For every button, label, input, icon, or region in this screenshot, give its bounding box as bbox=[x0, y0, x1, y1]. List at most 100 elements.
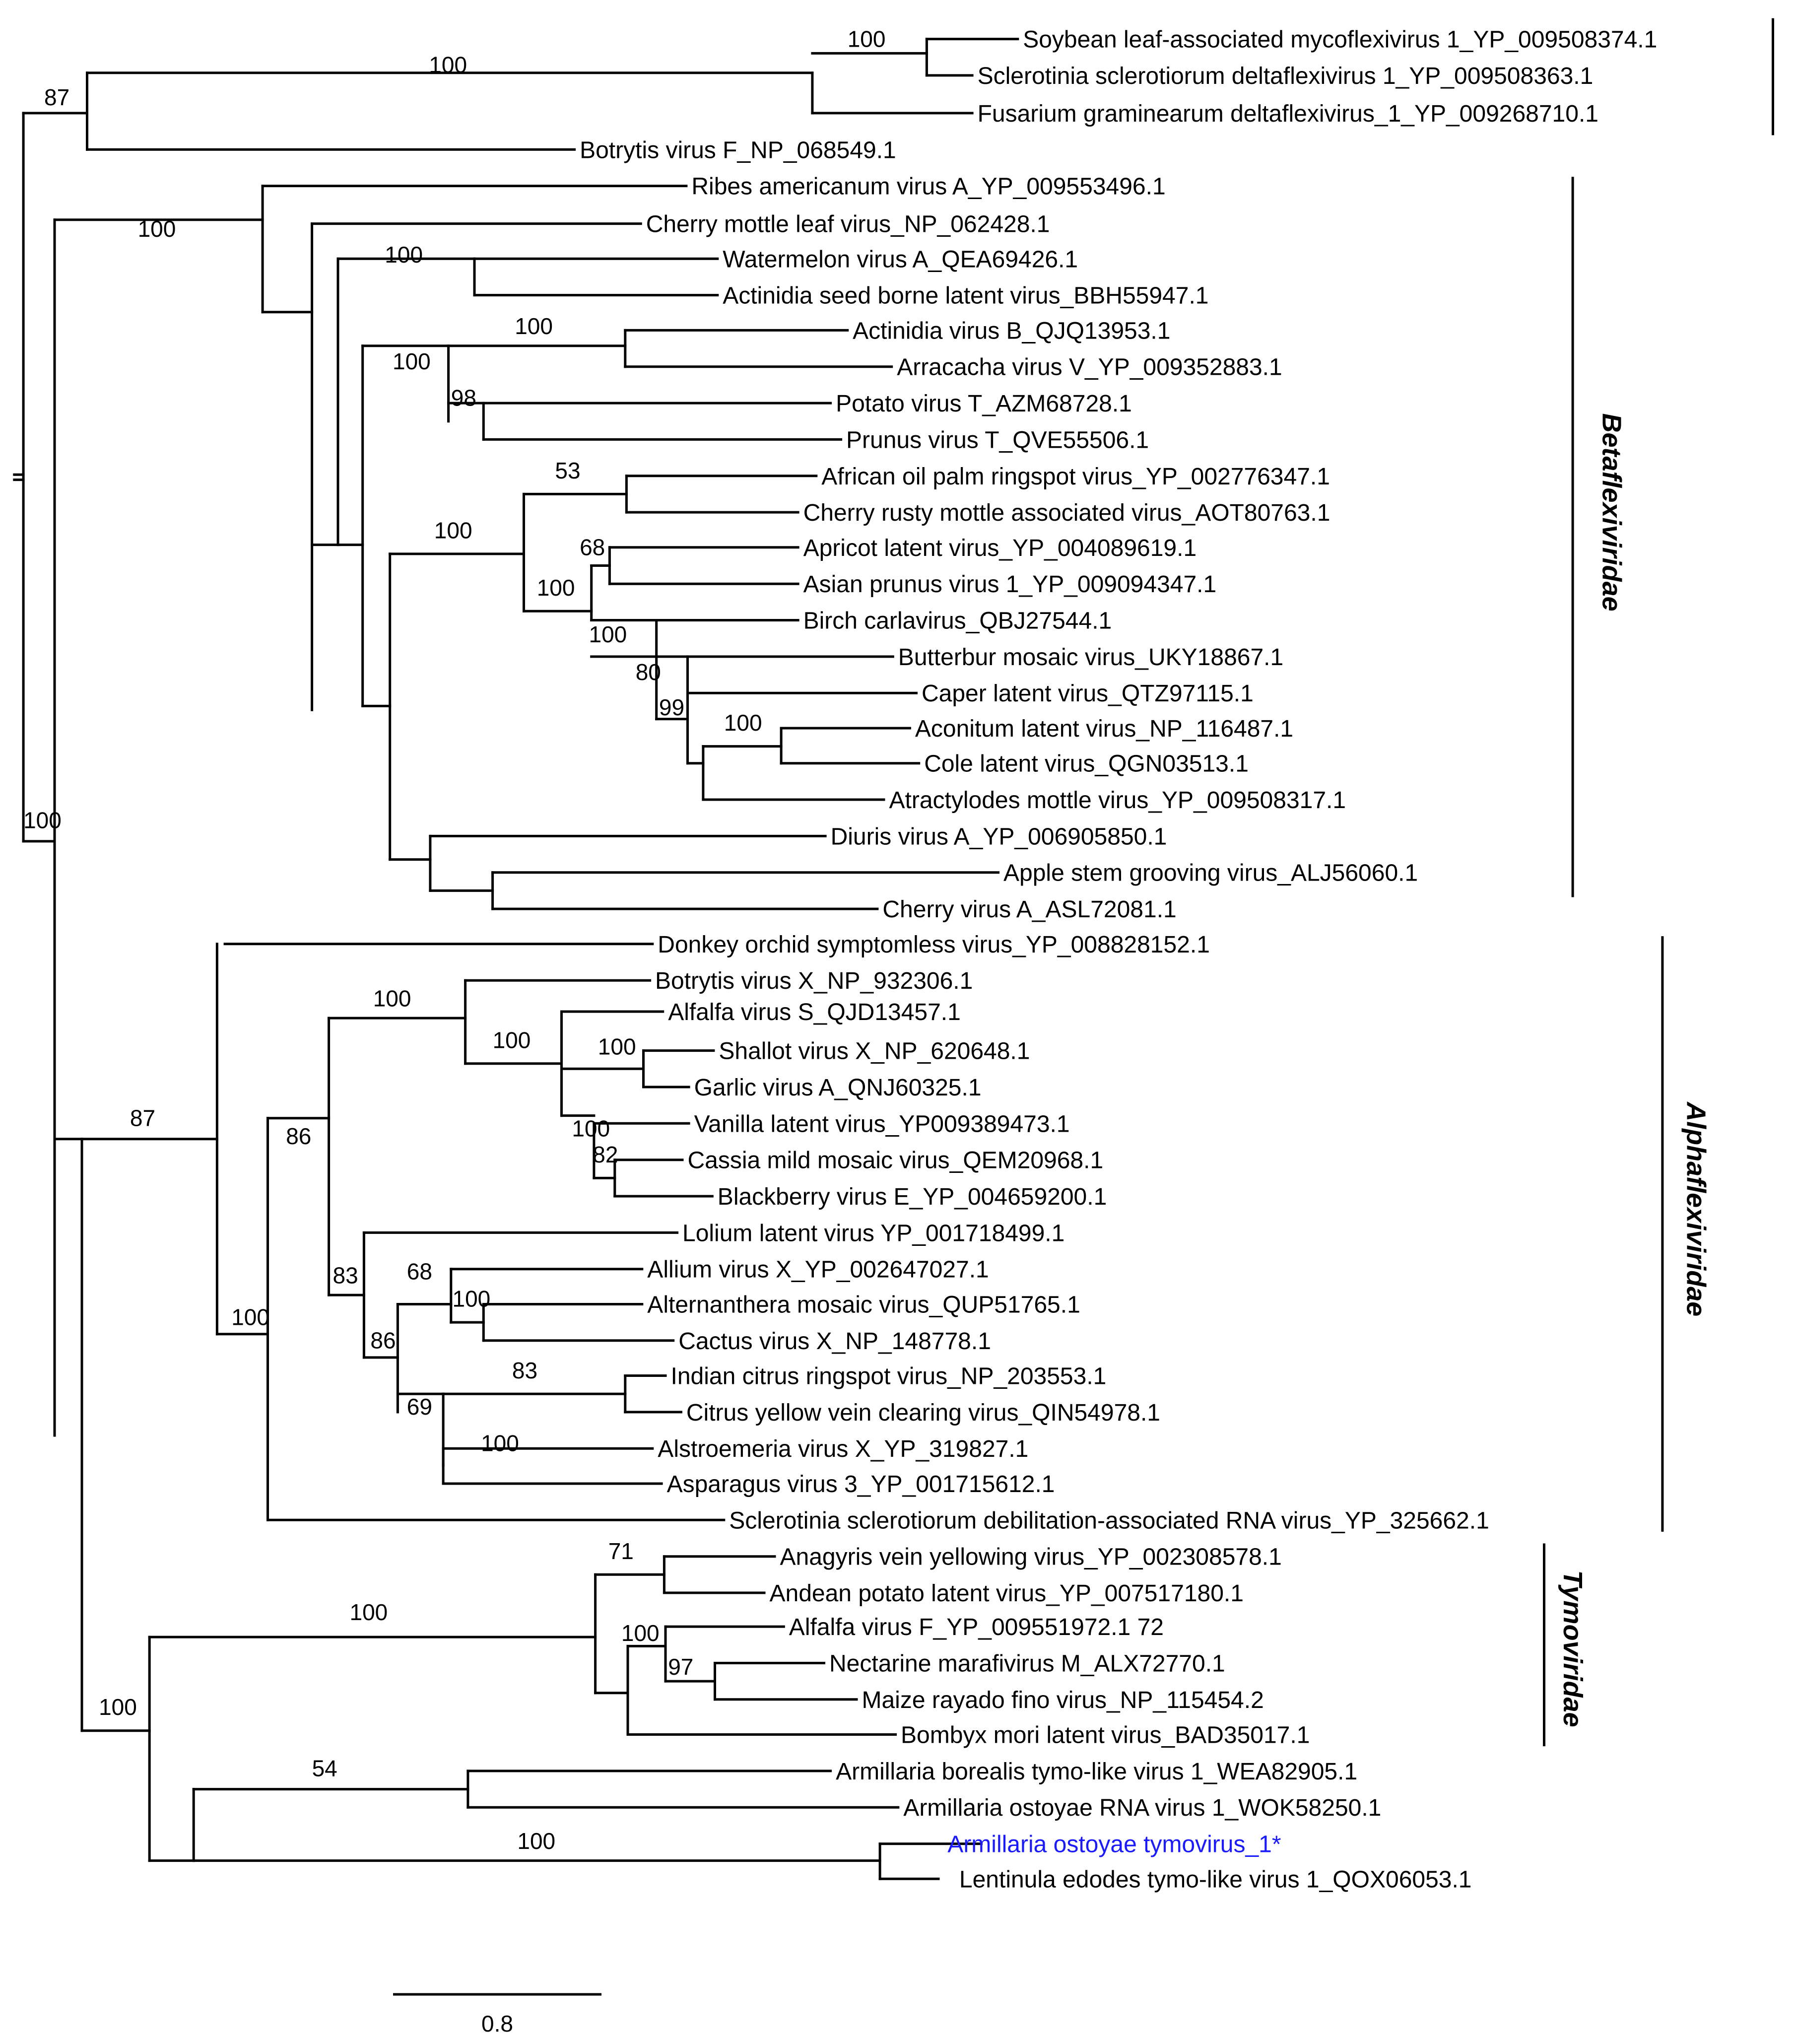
taxon-label-21: Cole latent virus_QGN03513.1 bbox=[924, 751, 1249, 777]
bootstrap-value-13: 100 bbox=[589, 621, 627, 647]
bootstrap-value-18: 87 bbox=[130, 1105, 155, 1131]
taxon-labels: Soybean leaf-associated mycoflexivirus 1… bbox=[580, 27, 1657, 1893]
bootstrap-value-24: 86 bbox=[286, 1123, 311, 1149]
taxon-label-38: Indian citrus ringspot virus_NP_203553.1 bbox=[671, 1363, 1107, 1390]
bootstrap-value-16: 99 bbox=[659, 694, 684, 720]
taxon-label-19: Caper latent virus_QTZ97115.1 bbox=[922, 681, 1254, 707]
taxon-label-48: Bombyx mori latent virus_BAD35017.1 bbox=[901, 1722, 1310, 1749]
bootstrap-value-38: 54 bbox=[312, 1755, 337, 1781]
taxon-label-46: Nectarine marafivirus M_ALX72770.1 bbox=[829, 1651, 1225, 1677]
bootstrap-values: 8710010010010010010098531001006810010080… bbox=[23, 26, 885, 1854]
taxon-label-52: Lentinula edodes tymo-like virus 1_QOX06… bbox=[959, 1866, 1472, 1893]
bootstrap-value-23: 82 bbox=[593, 1142, 618, 1167]
scale-bar-label: 0.8 bbox=[481, 2011, 513, 2037]
bootstrap-value-25: 83 bbox=[333, 1263, 358, 1289]
bootstrap-value-33: 71 bbox=[608, 1538, 634, 1564]
taxon-label-4: Botrytis virus F_NP_068549.1 bbox=[580, 137, 896, 163]
taxon-label-33: Blackberry virus E_YP_004659200.1 bbox=[718, 1184, 1107, 1210]
bootstrap-value-3: 100 bbox=[848, 26, 886, 52]
taxon-label-36: Alternanthera mosaic virus_QUP51765.1 bbox=[647, 1292, 1080, 1318]
taxon-label-41: Asparagus virus 3_YP_001715612.1 bbox=[667, 1471, 1055, 1498]
bootstrap-value-22: 100 bbox=[572, 1116, 610, 1142]
taxon-label-20: Aconitum latent virus_NP_116487.1 bbox=[915, 716, 1293, 742]
bootstrap-value-1: 87 bbox=[44, 84, 69, 110]
taxon-label-35: Allium virus X_YP_002647027.1 bbox=[647, 1257, 989, 1283]
taxon-label-9: Actinidia virus B_QJQ13953.1 bbox=[853, 318, 1170, 344]
taxon-label-43: Anagyris vein yellowing virus_YP_0023085… bbox=[780, 1544, 1282, 1570]
bootstrap-value-12: 68 bbox=[580, 535, 605, 560]
taxon-label-30: Garlic virus A_QNJ60325.1 bbox=[694, 1075, 982, 1101]
taxon-label-37: Cactus virus X_NP_148778.1 bbox=[678, 1328, 991, 1355]
taxon-label-16: Asian prunus virus 1_YP_009094347.1 bbox=[803, 571, 1217, 598]
bootstrap-value-20: 100 bbox=[493, 1027, 531, 1053]
bootstrap-value-15: 80 bbox=[636, 659, 661, 685]
taxon-label-22: Atractylodes mottle virus_YP_009508317.1 bbox=[889, 787, 1346, 814]
taxon-label-11: Potato virus T_AZM68728.1 bbox=[836, 391, 1132, 417]
bootstrap-value-30: 83 bbox=[512, 1358, 537, 1383]
bootstrap-value-28: 86 bbox=[370, 1328, 396, 1354]
taxon-label-12: Prunus virus T_QVE55506.1 bbox=[846, 427, 1149, 453]
bootstrap-value-21: 100 bbox=[598, 1034, 636, 1060]
taxon-label-1: Soybean leaf-associated mycoflexivirus 1… bbox=[1023, 27, 1657, 53]
bootstrap-value-26: 68 bbox=[407, 1259, 432, 1285]
taxon-label-18: Butterbur mosaic virus_UKY18867.1 bbox=[898, 644, 1283, 671]
bootstrap-value-17: 100 bbox=[23, 808, 62, 833]
bootstrap-value-5: 100 bbox=[385, 242, 423, 268]
taxon-label-27: Botrytis virus X_NP_932306.1 bbox=[655, 968, 973, 994]
taxon-label-34: Lolium latent virus YP_001718499.1 bbox=[682, 1220, 1064, 1246]
taxon-label-51: Armillaria ostoyae tymovirus_1* bbox=[947, 1832, 1281, 1858]
bootstrap-value-10: 100 bbox=[434, 518, 472, 544]
family-label-tymo: Tymoviridae bbox=[1558, 1570, 1588, 1727]
bootstrap-value-11: 100 bbox=[537, 575, 575, 601]
taxon-label-3: Fusarium graminearum deltaflexivirus_1_Y… bbox=[978, 101, 1598, 127]
taxon-label-49: Armillaria borealis tymo-like virus 1_WE… bbox=[836, 1759, 1357, 1785]
bootstrap-value-8: 98 bbox=[451, 385, 476, 410]
family-label-alpha: Alphaflexiviridae bbox=[1681, 1101, 1711, 1316]
taxon-label-13: African oil palm ringspot virus_YP_00277… bbox=[821, 464, 1330, 490]
bootstrap-value-32: 100 bbox=[231, 1304, 269, 1330]
taxon-label-7: Watermelon virus A_QEA69426.1 bbox=[723, 246, 1078, 273]
family-annotations: Betaflexiviridae Alphaflexiviridae Tymovir… bbox=[1543, 18, 1774, 1747]
scale-bar: 0.8 bbox=[393, 1993, 601, 2037]
taxon-label-2: Sclerotinia sclerotiorum deltaflexivirus… bbox=[978, 63, 1594, 89]
taxon-label-14: Cherry rusty mottle associated virus_AOT… bbox=[803, 500, 1330, 526]
taxon-label-23: Diuris virus A_YP_006905850.1 bbox=[831, 823, 1167, 850]
taxon-label-10: Arracacha virus V_YP_009352883.1 bbox=[897, 354, 1282, 381]
taxon-label-6: Cherry mottle leaf virus_NP_062428.1 bbox=[646, 211, 1050, 238]
taxon-label-5: Ribes americanum virus A_YP_009553496.1 bbox=[691, 174, 1165, 200]
taxon-label-50: Armillaria ostoyae RNA virus 1_WOK58250.… bbox=[903, 1795, 1381, 1821]
bootstrap-value-9: 53 bbox=[555, 458, 580, 483]
bootstrap-value-2: 100 bbox=[429, 52, 467, 78]
taxon-label-24: Apple stem grooving virus_ALJ56060.1 bbox=[1003, 860, 1418, 886]
bootstrap-value-37: 100 bbox=[99, 1694, 137, 1720]
bootstrap-value-6: 100 bbox=[393, 348, 431, 374]
bootstrap-value-4: 100 bbox=[138, 216, 176, 242]
bootstrap-value-36: 97 bbox=[668, 1654, 693, 1680]
taxon-label-42: Sclerotinia sclerotiorum debilitation-as… bbox=[729, 1507, 1489, 1534]
taxon-label-32: Cassia mild mosaic virus_QEM20968.1 bbox=[688, 1148, 1104, 1174]
taxon-label-47: Maize rayado fino virus_NP_115454.2 bbox=[862, 1687, 1264, 1713]
taxon-label-40: Alstroemeria virus X_YP_319827.1 bbox=[658, 1436, 1028, 1462]
bootstrap-value-27: 100 bbox=[453, 1286, 491, 1312]
taxon-label-29: Shallot virus X_NP_620648.1 bbox=[719, 1038, 1030, 1065]
bootstrap-value-31: 100 bbox=[481, 1431, 519, 1456]
taxon-label-26: Donkey orchid symptomless virus_YP_00882… bbox=[658, 932, 1210, 958]
taxon-label-28: Alfalfa virus S_QJD13457.1 bbox=[668, 999, 961, 1025]
bootstrap-value-35: 100 bbox=[621, 1620, 660, 1646]
taxon-label-31: Vanilla latent virus_YP009389473.1 bbox=[694, 1111, 1070, 1137]
bootstrap-value-7: 100 bbox=[515, 313, 553, 339]
bootstrap-value-19: 100 bbox=[373, 986, 411, 1012]
bootstrap-value-29: 69 bbox=[407, 1394, 432, 1420]
bootstrap-value-14: 100 bbox=[724, 710, 762, 736]
taxon-label-8: Actinidia seed borne latent virus_BBH559… bbox=[723, 283, 1208, 309]
family-label-beta: Betaflexiviridae bbox=[1596, 413, 1626, 611]
taxon-label-25: Cherry virus A_ASL72081.1 bbox=[882, 896, 1176, 923]
tree-branches bbox=[13, 38, 1019, 1880]
taxon-label-17: Birch carlavirus_QBJ27544.1 bbox=[803, 608, 1112, 634]
taxon-label-44: Andean potato latent virus_YP_007517180.… bbox=[770, 1580, 1244, 1607]
taxon-label-45: Alfalfa virus F_YP_009551972.1 72 bbox=[789, 1614, 1164, 1640]
taxon-label-39: Citrus yellow vein clearing virus_QIN549… bbox=[686, 1400, 1160, 1426]
bootstrap-value-39: 100 bbox=[517, 1828, 555, 1854]
bootstrap-value-34: 100 bbox=[350, 1599, 388, 1625]
